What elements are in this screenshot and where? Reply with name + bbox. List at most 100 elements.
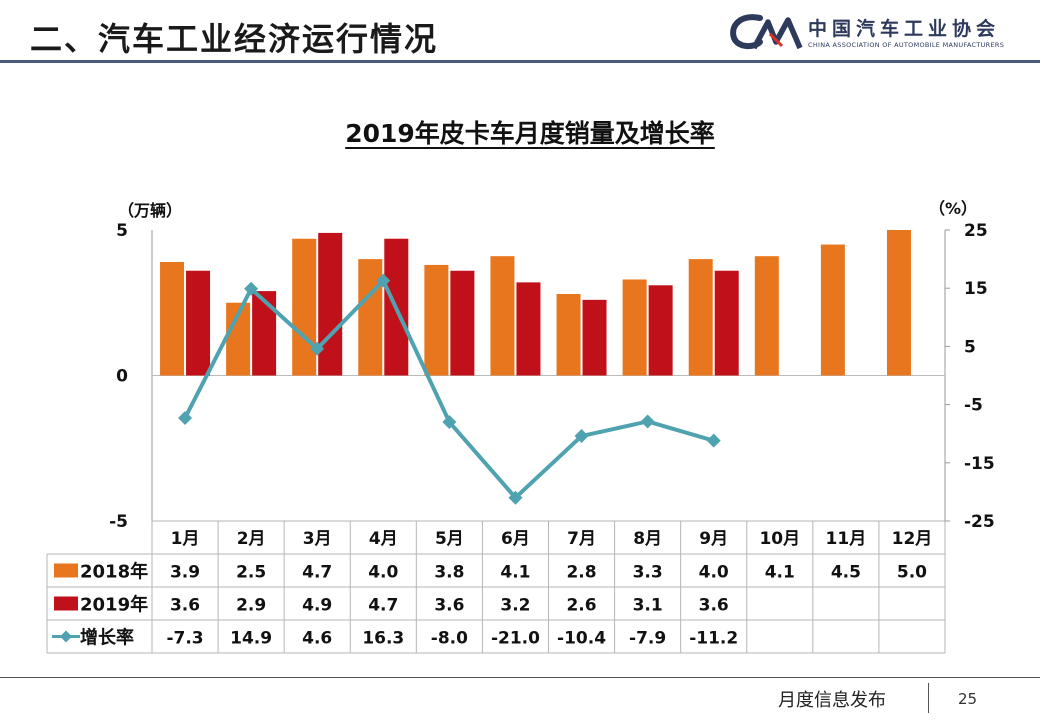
data-label-2-5: -8.0 xyxy=(431,629,468,649)
data-label-0-10: 4.1 xyxy=(765,563,795,583)
bar-2018-4 xyxy=(358,259,383,376)
bar-2019-1 xyxy=(186,270,211,376)
y-right-tick-3: -5 xyxy=(964,396,983,416)
data-label-2-1: -7.3 xyxy=(166,629,203,649)
category-label-10: 10月 xyxy=(759,529,800,549)
category-label-2: 2月 xyxy=(237,529,266,549)
logo-subtitle: CHINA ASSOCIATION OF AUTOMOBILE MANUFACT… xyxy=(808,41,1005,49)
legend-label-0: 2018年 xyxy=(80,561,148,583)
logo-name: 中国汽车工业协会 xyxy=(808,18,1001,40)
data-label-0-12: 5.0 xyxy=(897,563,927,583)
legend-key-marker-2 xyxy=(60,630,72,643)
chart-title: 2019年皮卡车月度销量及增长率 xyxy=(345,119,715,148)
bar-2018-5 xyxy=(424,264,449,376)
data-label-0-7: 2.8 xyxy=(566,563,596,583)
data-label-2-9: -11.2 xyxy=(689,629,738,649)
caam-logo: 中国汽车工业协会 CHINA ASSOCIATION OF AUTOMOBILE… xyxy=(730,12,1020,56)
category-label-7: 7月 xyxy=(567,529,596,549)
legend-key-1 xyxy=(54,596,78,611)
category-label-5: 5月 xyxy=(435,529,464,549)
bar-2018-3 xyxy=(292,238,317,376)
y-left-tick-2: -5 xyxy=(109,512,128,532)
growth-point-2 xyxy=(244,281,259,296)
category-label-1: 1月 xyxy=(171,529,200,549)
footer-rule xyxy=(0,677,1040,678)
bar-2018-8 xyxy=(622,279,647,376)
category-label-11: 11月 xyxy=(826,529,867,549)
bar-2018-11 xyxy=(820,244,845,376)
category-label-12: 12月 xyxy=(892,529,933,549)
bar-2018-7 xyxy=(556,294,581,376)
data-label-0-8: 3.3 xyxy=(633,563,663,583)
bar-2019-8 xyxy=(648,285,673,376)
data-label-2-2: 14.9 xyxy=(230,629,272,649)
bar-2019-5 xyxy=(450,270,475,376)
data-label-1-9: 3.6 xyxy=(699,596,729,616)
data-label-2-7: -10.4 xyxy=(557,629,606,649)
data-label-2-6: -21.0 xyxy=(491,629,540,649)
bar-2018-12 xyxy=(886,230,911,376)
growth-point-4 xyxy=(376,273,391,288)
bar-2019-6 xyxy=(516,282,541,376)
y-right-tick-1: 15 xyxy=(964,279,988,299)
data-label-1-1: 3.6 xyxy=(170,596,200,616)
legend-label-2: 增长率 xyxy=(80,627,134,649)
bar-2019-7 xyxy=(582,299,607,376)
data-label-0-4: 4.0 xyxy=(368,563,398,583)
data-label-0-11: 4.5 xyxy=(831,563,861,583)
y-right-unit: （%） xyxy=(929,199,977,218)
legend-label-1: 2019年 xyxy=(80,594,148,616)
y-left-unit: （万辆） xyxy=(118,201,182,220)
data-label-0-5: 3.8 xyxy=(434,563,464,583)
section-title: 二、汽车工业经济运行情况 xyxy=(30,20,439,58)
growth-point-9 xyxy=(706,433,721,448)
growth-point-5 xyxy=(442,415,457,430)
bar-2019-3 xyxy=(318,232,343,376)
bar-2019-9 xyxy=(714,270,739,376)
y-right-tick-2: 5 xyxy=(964,337,976,357)
data-label-1-2: 2.9 xyxy=(236,596,266,616)
y-right-tick-0: 25 xyxy=(964,221,988,241)
data-label-0-9: 4.0 xyxy=(699,563,729,583)
y-right-tick-4: -15 xyxy=(964,454,995,474)
growth-point-1 xyxy=(178,410,193,425)
y-left-tick-0: 5 xyxy=(116,221,128,241)
data-label-1-7: 2.6 xyxy=(566,596,596,616)
bar-2018-1 xyxy=(160,262,185,376)
header-rule xyxy=(0,60,1040,63)
category-label-4: 4月 xyxy=(369,529,398,549)
category-label-8: 8月 xyxy=(633,529,662,549)
data-label-1-8: 3.1 xyxy=(633,596,663,616)
data-label-1-6: 3.2 xyxy=(500,596,530,616)
footer-separator xyxy=(928,683,929,713)
caam-logo-icon xyxy=(730,14,803,50)
bar-2018-9 xyxy=(688,259,713,376)
y-right-tick-5: -25 xyxy=(964,512,995,532)
growth-point-3 xyxy=(310,341,325,356)
growth-point-8 xyxy=(640,414,655,429)
legend-key-0 xyxy=(54,563,78,578)
data-label-2-4: 16.3 xyxy=(362,629,404,649)
bar-2018-10 xyxy=(754,256,779,376)
data-label-0-3: 4.7 xyxy=(302,563,332,583)
data-label-2-3: 4.6 xyxy=(302,629,332,649)
bar-2018-6 xyxy=(490,256,515,376)
data-label-0-2: 2.5 xyxy=(236,563,266,583)
category-label-9: 9月 xyxy=(699,529,728,549)
data-label-0-6: 4.1 xyxy=(500,563,530,583)
page-number: 25 xyxy=(958,690,978,708)
data-label-2-8: -7.9 xyxy=(629,629,666,649)
data-label-1-3: 4.9 xyxy=(302,596,332,616)
footer-text: 月度信息发布 xyxy=(778,690,886,711)
category-label-6: 6月 xyxy=(501,529,530,549)
data-label-1-4: 4.7 xyxy=(368,596,398,616)
bar-2019-2 xyxy=(252,291,277,376)
data-label-1-5: 3.6 xyxy=(434,596,464,616)
category-label-3: 3月 xyxy=(303,529,332,549)
y-left-tick-1: 0 xyxy=(116,367,128,387)
data-label-0-1: 3.9 xyxy=(170,563,200,583)
growth-point-6 xyxy=(508,490,523,505)
header: 二、汽车工业经济运行情况 中国汽车工业协会 CHINA ASSOCIATION … xyxy=(0,0,1040,64)
growth-point-7 xyxy=(574,429,589,444)
